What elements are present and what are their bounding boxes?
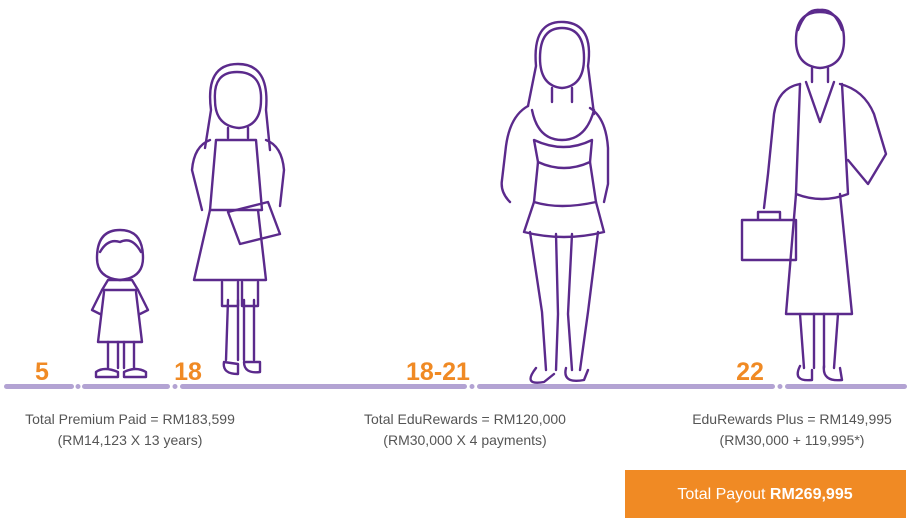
payout-label: Total Payout <box>677 486 766 503</box>
caption-line: (RM30,000 + 119,995*) <box>720 432 865 448</box>
caption-line: EduRewards Plus = RM149,995 <box>692 411 892 427</box>
age-label: 18-21 <box>406 358 470 386</box>
age-label: 5 <box>35 358 49 386</box>
businesswoman-figure <box>740 8 888 382</box>
caption-line: Total Premium Paid = RM183,599 <box>25 411 235 427</box>
child-figure <box>90 228 150 379</box>
age-label: 18 <box>174 358 202 386</box>
schoolgirl-figure <box>190 62 286 376</box>
caption-line: (RM14,123 X 13 years) <box>58 432 203 448</box>
timeline <box>4 384 907 389</box>
young-woman-figure <box>500 20 610 384</box>
payout-box <box>625 470 906 518</box>
caption-line: Total EduRewards = RM120,000 <box>364 411 566 427</box>
payout-amount: RM269,995 <box>770 486 853 503</box>
age-label: 22 <box>736 358 764 386</box>
payout-text: Total Payout RM269,995 <box>677 486 852 503</box>
caption-line: (RM30,000 X 4 payments) <box>383 432 546 448</box>
